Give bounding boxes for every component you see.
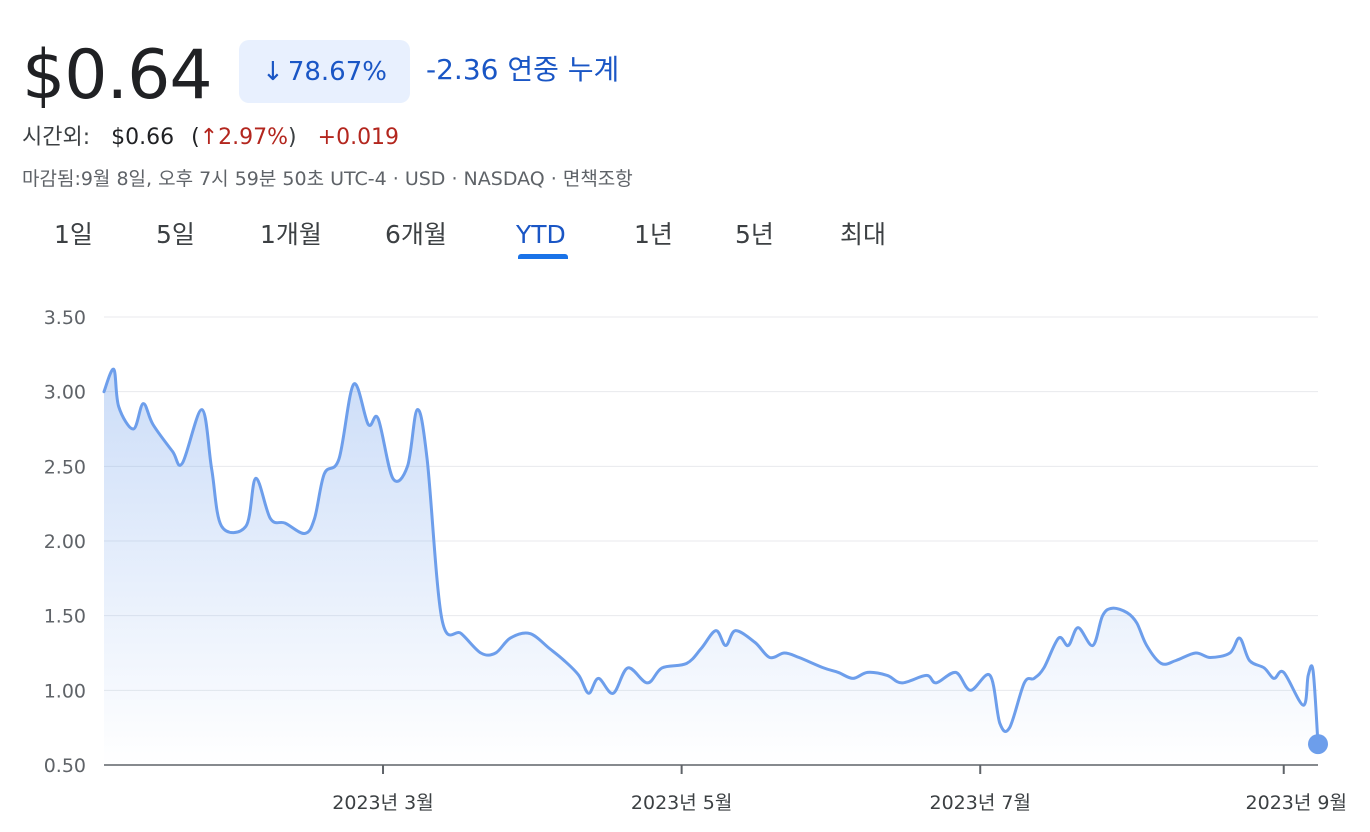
price-chart[interactable]: 3.50 3.00 2.50 2.00 1.50 1.00 0.50 2023년 3월 2023… <box>0 290 1370 832</box>
y-tick-label: 1.00 <box>44 680 86 702</box>
tab-ytd[interactable]: YTD <box>516 220 566 249</box>
x-tick-label: 2023년 7월 <box>930 792 1031 814</box>
tab-5d[interactable]: 5일 <box>156 220 195 249</box>
after-hours-open-paren: ( <box>191 125 200 150</box>
y-tick-label: 2.00 <box>44 531 86 553</box>
after-hours-row: 시간외: $0.66 (↑2.97%) +0.019 <box>22 122 399 154</box>
price-line <box>102 367 1320 746</box>
y-tick-label: 1.50 <box>44 606 86 628</box>
y-tick-label: 3.00 <box>44 382 86 404</box>
x-tick-label: 2023년 3월 <box>332 792 433 814</box>
tab-1y[interactable]: 1년 <box>634 220 673 249</box>
y-tick-label: 3.50 <box>44 307 86 329</box>
last-price-point <box>1308 734 1328 755</box>
active-tab-indicator <box>518 254 568 259</box>
y-tick-label: 0.50 <box>44 755 86 777</box>
ytd-change-percent: 78.67% <box>287 56 387 87</box>
x-tick-label: 2023년 5월 <box>631 792 732 814</box>
after-hours-label: 시간외: <box>22 125 91 150</box>
price-area-fill <box>104 369 1318 765</box>
y-tick-label: 2.50 <box>44 456 86 478</box>
market-closed-info: 마감됨:9월 8일, 오후 7시 59분 50초 UTC-4 · USD · N… <box>22 168 633 190</box>
ytd-change-badge: ↓ 78.67% <box>239 40 410 103</box>
after-hours-change: +0.019 <box>317 125 400 150</box>
tab-5y[interactable]: 5년 <box>735 220 774 249</box>
time-range-tabs: 1일 5일 1개월 6개월 YTD 1년 5년 최대 <box>0 214 1000 262</box>
tab-max[interactable]: 최대 <box>840 220 887 249</box>
tab-1m[interactable]: 1개월 <box>260 220 322 249</box>
arrow-up-icon: ↑ <box>199 125 219 150</box>
after-hours-price: $0.66 <box>111 125 175 150</box>
arrow-down-icon: ↓ <box>262 56 284 87</box>
after-hours-close-paren: ) <box>288 125 297 150</box>
x-tick-label: 2023년 9월 <box>1246 792 1347 814</box>
tab-6m[interactable]: 6개월 <box>385 220 447 249</box>
tab-1d[interactable]: 1일 <box>54 220 93 249</box>
stock-price: $0.64 <box>22 36 213 115</box>
ytd-change-absolute: -2.36 연중 누계 <box>426 53 620 86</box>
after-hours-percent: 2.97% <box>218 125 289 150</box>
